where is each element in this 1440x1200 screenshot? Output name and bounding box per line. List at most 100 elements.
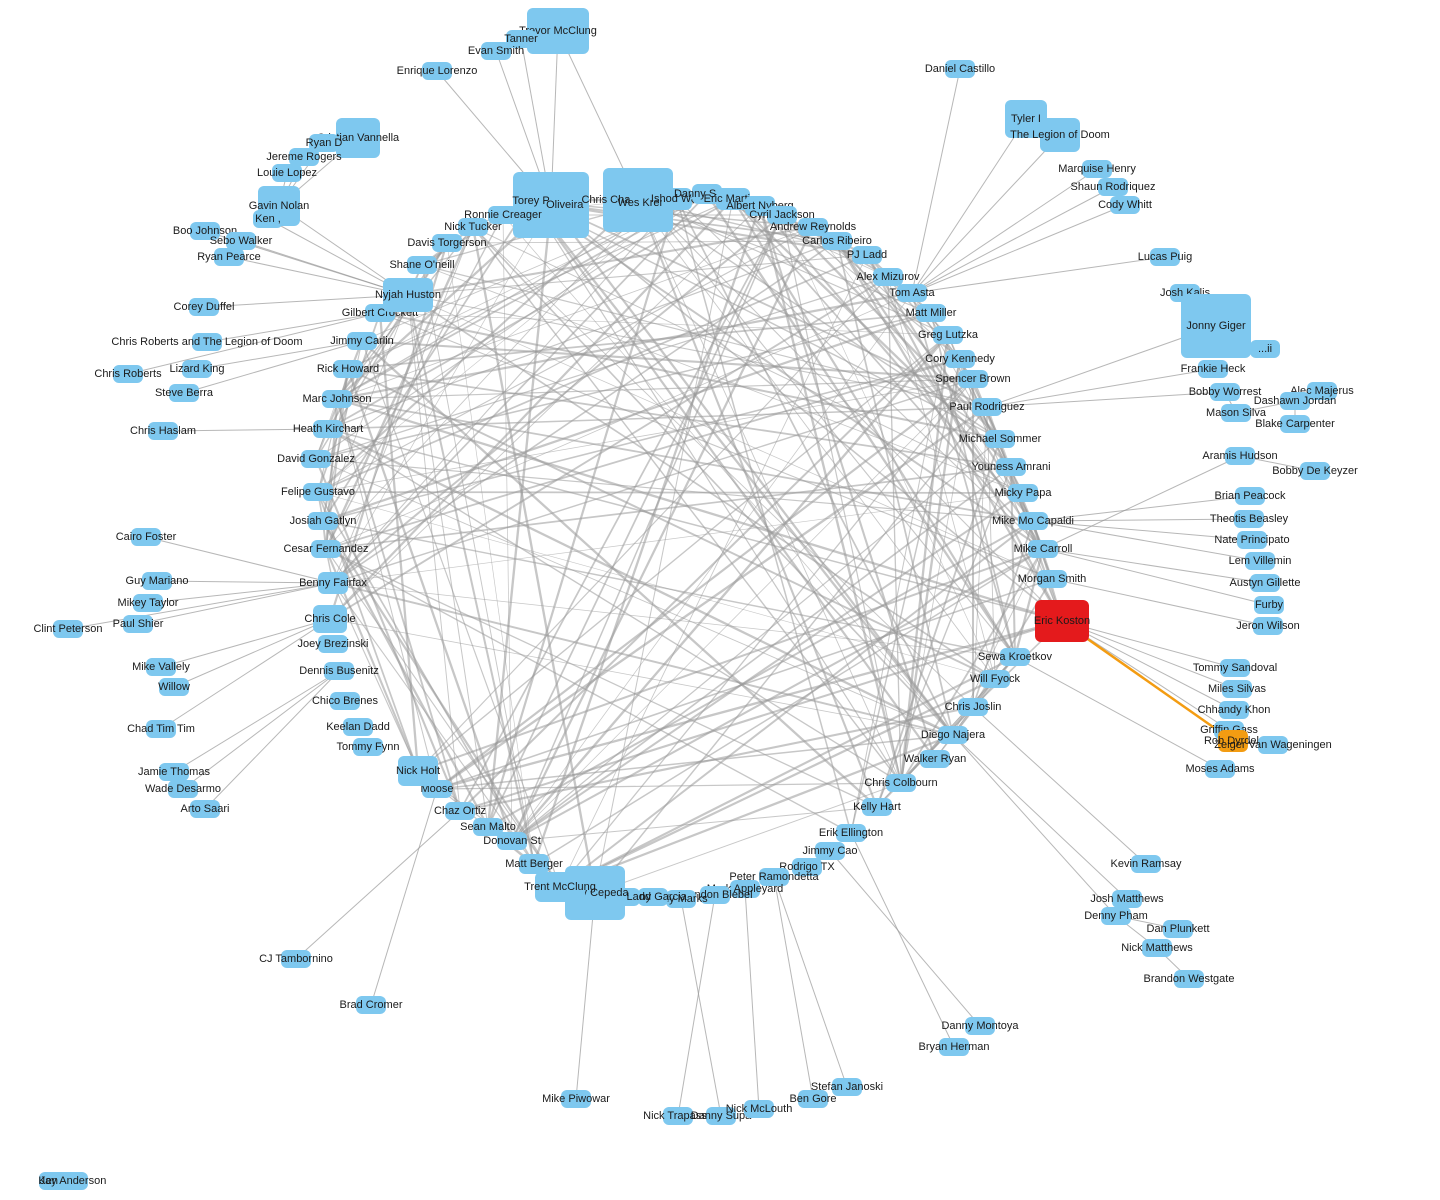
node-chico_brenes[interactable]: Chico Brenes bbox=[330, 692, 360, 710]
node-cesar_fernandez[interactable]: Cesar Fernandez bbox=[311, 540, 341, 558]
node-mike_piwowar[interactable]: Mike Piwowar bbox=[561, 1090, 591, 1108]
node-mikey_taylor[interactable]: Mikey Taylor bbox=[133, 594, 163, 612]
node-jonny_giger[interactable]: Jonny Giger bbox=[1181, 294, 1251, 358]
node-ben_gore[interactable]: Ben Gore bbox=[798, 1090, 828, 1108]
node-matt_berger[interactable]: Matt Berger bbox=[519, 854, 549, 874]
node-will_fyock[interactable]: Will Fyock bbox=[980, 670, 1010, 688]
node-dennis_busenitz[interactable]: Dennis Busenitz bbox=[324, 662, 354, 680]
node-cyril_jackson[interactable]: Cyril Jackson bbox=[767, 206, 797, 224]
node-nick_mclouth[interactable]: Nick McLouth bbox=[744, 1100, 774, 1118]
node-daniel_castillo[interactable]: Daniel Castillo bbox=[945, 60, 975, 78]
node-alex_mizurov[interactable]: Alex Mizurov bbox=[873, 268, 903, 286]
node-carlos_ribeiro[interactable]: Carlos Ribeiro bbox=[822, 232, 852, 250]
node-josiah_gatlyn[interactable]: Josiah Gatlyn bbox=[308, 512, 338, 530]
node-trevor_mcclung[interactable]: Trevor McClung bbox=[527, 8, 589, 54]
node-mike_carroll[interactable]: Mike Carroll bbox=[1028, 540, 1058, 558]
node-chris_colbourn[interactable]: Chris Colbourn bbox=[886, 774, 916, 792]
node-blake_carpenter[interactable]: Blake Carpenter bbox=[1280, 415, 1310, 433]
node-willow[interactable]: Willow bbox=[159, 678, 189, 696]
node-nick_holt[interactable]: Nick Holt bbox=[398, 756, 438, 786]
node-chris_roberts_legion[interactable]: Chris Roberts and The Legion of Doom bbox=[192, 333, 222, 351]
node-wade_desarmo[interactable]: Wade Desarmo bbox=[168, 780, 198, 798]
node-lem_villemin[interactable]: Lem Villemin bbox=[1245, 552, 1275, 570]
node-jamie_thomas[interactable]: Jamie Thomas bbox=[159, 763, 189, 781]
node-frankie_heck[interactable]: Frankie Heck bbox=[1198, 360, 1228, 378]
node-spencer_brown[interactable]: Spencer Brown bbox=[958, 370, 988, 388]
node-brian_peacock[interactable]: Brian Peacock bbox=[1235, 487, 1265, 505]
node-diego_najera[interactable]: Diego Najera bbox=[938, 726, 968, 744]
node-cody_whitt[interactable]: Cody Whitt bbox=[1110, 196, 1140, 214]
node-donovan_strong[interactable]: Donovan St bbox=[497, 832, 527, 850]
node-zeiger_van_wageningen[interactable]: Zeiger Van Wageningen bbox=[1258, 736, 1288, 754]
node-wes_kremer[interactable]: Wes Kremer bbox=[631, 190, 665, 216]
node-pj_ladd[interactable]: PJ Ladd bbox=[852, 246, 882, 264]
node-matt_miller[interactable]: Matt Miller bbox=[916, 304, 946, 322]
node-mike_mo_capaldi[interactable]: Mike Mo Capaldi bbox=[1018, 512, 1048, 530]
node-mark_appleyard[interactable]: Mark Appleyard bbox=[730, 880, 760, 898]
node-ishod_wair[interactable]: Ishod Wair bbox=[662, 188, 692, 210]
node-cj_tambornino[interactable]: CJ Tambornino bbox=[281, 950, 311, 968]
node-davis_torgerson[interactable]: Davis Torgerson bbox=[432, 234, 462, 252]
node-sewa_kroetkov[interactable]: Sewa Kroetkov bbox=[1000, 648, 1030, 666]
node-chhandy_khon[interactable]: Chhandy Khon bbox=[1219, 701, 1249, 719]
node-felipe_gustavo[interactable]: Felipe Gustavo bbox=[303, 483, 333, 501]
node-paul_rodriguez[interactable]: Paul Rodriguez bbox=[972, 398, 1002, 416]
node-mason_silva[interactable]: Mason Silva bbox=[1221, 404, 1251, 422]
node-brandon_westgate[interactable]: Brandon Westgate bbox=[1174, 970, 1204, 988]
node-steve_berra[interactable]: Steve Berra bbox=[169, 384, 199, 402]
node-tommy_fynn[interactable]: Tommy Fynn bbox=[353, 738, 383, 756]
node-arto_saari[interactable]: Arto Saari bbox=[190, 800, 220, 818]
node-aramis_hudson[interactable]: Aramis Hudson bbox=[1225, 447, 1255, 465]
node-nyjah_huston[interactable]: Nyjah Huston bbox=[383, 278, 433, 312]
node-theotis_beasley[interactable]: Theotis Beasley bbox=[1234, 510, 1264, 528]
node-alec_majerus[interactable]: Alec Majerus bbox=[1307, 382, 1337, 400]
node-moses_adams[interactable]: Moses Adams bbox=[1205, 760, 1235, 778]
node-tommy_sandoval[interactable]: Tommy Sandoval bbox=[1220, 659, 1250, 677]
node-louie_lopez[interactable]: Louie Lopez bbox=[272, 164, 302, 182]
node-walker_ryan[interactable]: Walker Ryan bbox=[920, 750, 950, 768]
node-rob_dyrdek[interactable]: Rob Dyrdek bbox=[1218, 730, 1248, 752]
node-corey_duffel[interactable]: Corey Duffel bbox=[189, 298, 219, 316]
node-micky_papa[interactable]: Micky Papa bbox=[1008, 484, 1038, 502]
node-austyn_gillette[interactable]: Austyn Gillette bbox=[1250, 574, 1280, 592]
node-chaz_ortiz[interactable]: Chaz Ortiz bbox=[445, 802, 475, 820]
node-eric_koston[interactable]: Eric Koston bbox=[1035, 600, 1089, 642]
node-morgan_smith[interactable]: Morgan Smith bbox=[1037, 570, 1067, 588]
node-rick_howard[interactable]: Rick Howard bbox=[333, 360, 363, 378]
node-torey_pudwill[interactable]: Torey P bbox=[516, 192, 546, 210]
node-joey_brezinski[interactable]: Joey Brezinski bbox=[318, 635, 348, 653]
node-cristian_vannella[interactable]: Cristian Vannella bbox=[336, 118, 380, 158]
node-youness_amrani[interactable]: Youness Amrani bbox=[996, 458, 1026, 476]
node-denny_pham[interactable]: Denny Pham bbox=[1101, 907, 1131, 925]
node-rodrigo_tx[interactable]: Rodrigo TX bbox=[792, 858, 822, 876]
node-brad_cromer[interactable]: Brad Cromer bbox=[356, 996, 386, 1014]
node-paul_shier[interactable]: Paul Shier bbox=[123, 615, 153, 633]
node-clint_peterson[interactable]: Clint Peterson bbox=[53, 620, 83, 638]
node-sean_malto[interactable]: Sean Malto bbox=[473, 818, 503, 836]
node-nick_tucker[interactable]: Nick Tucker bbox=[458, 218, 488, 236]
node-bryan_herman[interactable]: Bryan Herman bbox=[939, 1038, 969, 1056]
node-dan_plunkett[interactable]: Dan Plunkett bbox=[1163, 920, 1193, 938]
node-keelan_dadd[interactable]: Keelan Dadd bbox=[343, 718, 373, 736]
node-josh_matthews[interactable]: Josh Matthews bbox=[1112, 890, 1142, 908]
node-erik_ellington[interactable]: Erik Ellington bbox=[836, 824, 866, 842]
node-heath_kirchart[interactable]: Heath Kirchart bbox=[313, 420, 343, 438]
node-brandon_biebel[interactable]: Brandon Biebel bbox=[700, 886, 730, 904]
node-chris_roberts[interactable]: Chris Roberts bbox=[113, 365, 143, 383]
node-kelly_hart[interactable]: Kelly Hart bbox=[862, 798, 892, 816]
node-marquise_henry[interactable]: Marquise Henry bbox=[1082, 160, 1112, 178]
node-billy_marks[interactable]: Billy Marks bbox=[666, 890, 696, 908]
node-michael_sommer[interactable]: Michael Sommer bbox=[985, 430, 1015, 448]
node-chad_tim_tim[interactable]: Chad Tim Tim bbox=[146, 720, 176, 738]
node-benny_fairfax[interactable]: Benny Fairfax bbox=[318, 572, 348, 594]
node-legion_of_doom_top[interactable]: The Legion of Doom bbox=[1040, 118, 1080, 152]
node-chris_joslin[interactable]: Chris Joslin bbox=[958, 698, 988, 716]
node-chris_haslam[interactable]: Chris Haslam bbox=[148, 422, 178, 440]
node-chris_cole[interactable]: Chris Cole bbox=[313, 605, 347, 633]
node-nick_trapasso[interactable]: Nick Trapasso bbox=[663, 1107, 693, 1125]
node-jay_anderson[interactable]: Jay Anderson bbox=[58, 1172, 88, 1190]
node-david_gonzalez[interactable]: David Gonzalez bbox=[301, 450, 331, 468]
node-stefan_janoski[interactable]: Stefan Janoski bbox=[832, 1078, 862, 1096]
node-danny_garcia[interactable]: Danny Garcia bbox=[638, 888, 668, 906]
node-cory_kennedy[interactable]: Cory Kennedy bbox=[945, 350, 975, 368]
